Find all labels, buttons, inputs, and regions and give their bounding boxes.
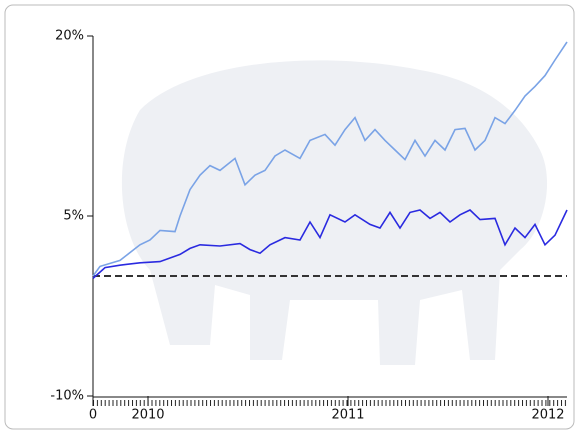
x-tick-label: 0	[89, 408, 97, 423]
x-tick-label: 2011	[331, 408, 364, 423]
series-line	[92, 41, 568, 277]
y-tick-label: 5%	[63, 209, 84, 224]
x-tick-label: 2012	[531, 408, 564, 423]
y-tick-label: 20%	[55, 29, 84, 44]
y-tick-label: -10%	[50, 389, 84, 404]
series-line	[92, 209, 568, 279]
x-tick-label: 2010	[131, 408, 164, 423]
watermark	[121, 60, 548, 366]
minor-ticks	[93, 398, 567, 406]
